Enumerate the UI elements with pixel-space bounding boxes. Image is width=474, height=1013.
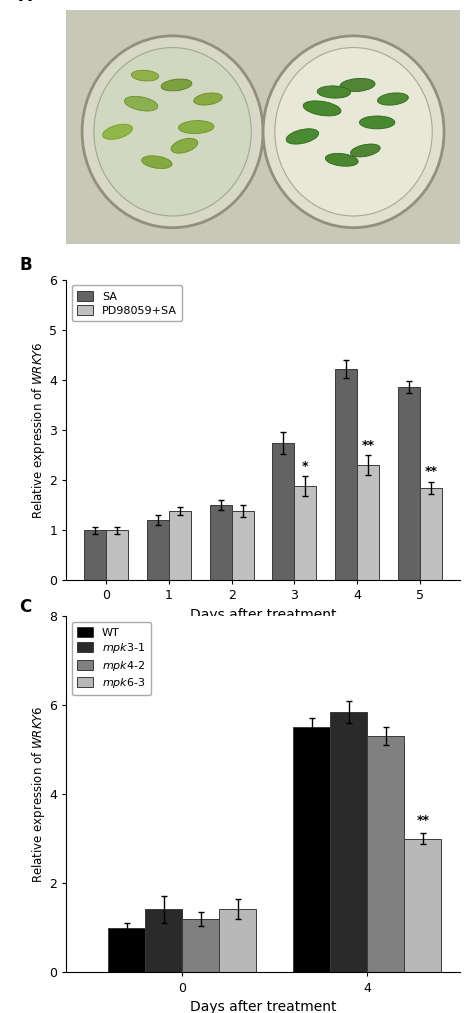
- Ellipse shape: [275, 48, 432, 216]
- X-axis label: Days after treatment: Days after treatment: [190, 1000, 337, 1013]
- Ellipse shape: [171, 139, 198, 153]
- Ellipse shape: [194, 93, 222, 105]
- Ellipse shape: [131, 70, 159, 81]
- Bar: [108, 928, 145, 972]
- Bar: [293, 727, 330, 972]
- Text: **: **: [362, 439, 374, 452]
- Ellipse shape: [94, 48, 251, 216]
- Text: *: *: [302, 460, 309, 473]
- Bar: [145, 910, 182, 972]
- Ellipse shape: [263, 35, 444, 228]
- Ellipse shape: [351, 144, 380, 157]
- Ellipse shape: [125, 96, 158, 111]
- Ellipse shape: [303, 101, 341, 115]
- Text: C: C: [19, 599, 31, 616]
- Bar: [273, 443, 294, 580]
- Ellipse shape: [340, 78, 375, 91]
- Bar: [232, 512, 254, 580]
- Ellipse shape: [142, 156, 172, 168]
- Bar: [106, 530, 128, 580]
- Bar: [84, 530, 106, 580]
- Ellipse shape: [161, 79, 192, 91]
- Text: **: **: [424, 465, 438, 478]
- Bar: [367, 736, 404, 972]
- Ellipse shape: [325, 153, 358, 166]
- Bar: [147, 521, 169, 580]
- Bar: [219, 910, 256, 972]
- Y-axis label: Relative expression of $WRKY6$: Relative expression of $WRKY6$: [29, 341, 46, 519]
- Ellipse shape: [286, 129, 319, 144]
- Bar: [357, 465, 379, 580]
- Ellipse shape: [359, 115, 395, 129]
- Ellipse shape: [377, 93, 408, 105]
- Bar: [182, 919, 219, 972]
- Bar: [330, 712, 367, 972]
- Bar: [210, 505, 232, 580]
- Bar: [335, 369, 357, 580]
- Bar: [420, 487, 442, 580]
- Bar: [294, 486, 317, 580]
- Legend: SA, PD98059+SA: SA, PD98059+SA: [72, 286, 182, 321]
- Text: B: B: [19, 255, 32, 274]
- Ellipse shape: [102, 125, 132, 140]
- Ellipse shape: [179, 121, 214, 134]
- Ellipse shape: [317, 86, 351, 98]
- Bar: [404, 839, 441, 972]
- Legend: WT, $\mathit{mpk3}$-1, $\mathit{mpk4}$-2, $\mathit{mpk6}$-3: WT, $\mathit{mpk3}$-1, $\mathit{mpk4}$-2…: [72, 622, 151, 696]
- Text: **: **: [416, 813, 429, 827]
- X-axis label: Days after treatment: Days after treatment: [190, 608, 337, 622]
- Text: A: A: [19, 0, 32, 5]
- Bar: [398, 387, 420, 580]
- Y-axis label: Relative expression of $WRKY6$: Relative expression of $WRKY6$: [29, 705, 46, 883]
- Bar: [169, 512, 191, 580]
- Ellipse shape: [82, 35, 263, 228]
